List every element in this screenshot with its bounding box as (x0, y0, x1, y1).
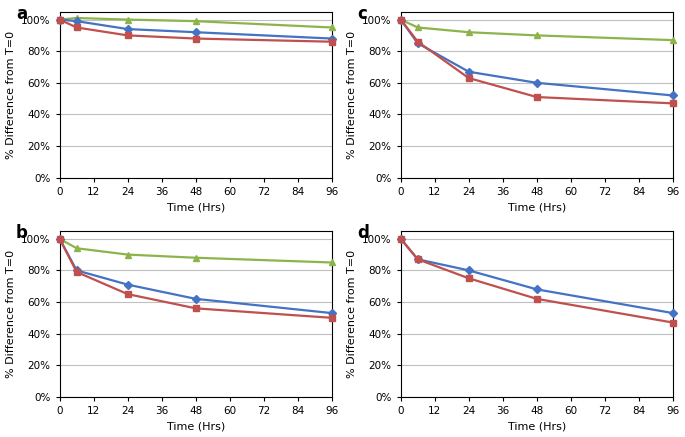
X-axis label: Time (Hrs): Time (Hrs) (166, 421, 225, 431)
Text: b: b (16, 224, 28, 242)
Y-axis label: % Difference from T=0: % Difference from T=0 (347, 31, 357, 159)
X-axis label: Time (Hrs): Time (Hrs) (508, 202, 566, 212)
Y-axis label: % Difference from T=0: % Difference from T=0 (347, 250, 357, 378)
Y-axis label: % Difference from T=0: % Difference from T=0 (5, 250, 16, 378)
Text: c: c (357, 5, 367, 23)
X-axis label: Time (Hrs): Time (Hrs) (166, 202, 225, 212)
X-axis label: Time (Hrs): Time (Hrs) (508, 421, 566, 431)
Text: d: d (357, 224, 369, 242)
Y-axis label: % Difference from T=0: % Difference from T=0 (5, 31, 16, 159)
Text: a: a (16, 5, 27, 23)
